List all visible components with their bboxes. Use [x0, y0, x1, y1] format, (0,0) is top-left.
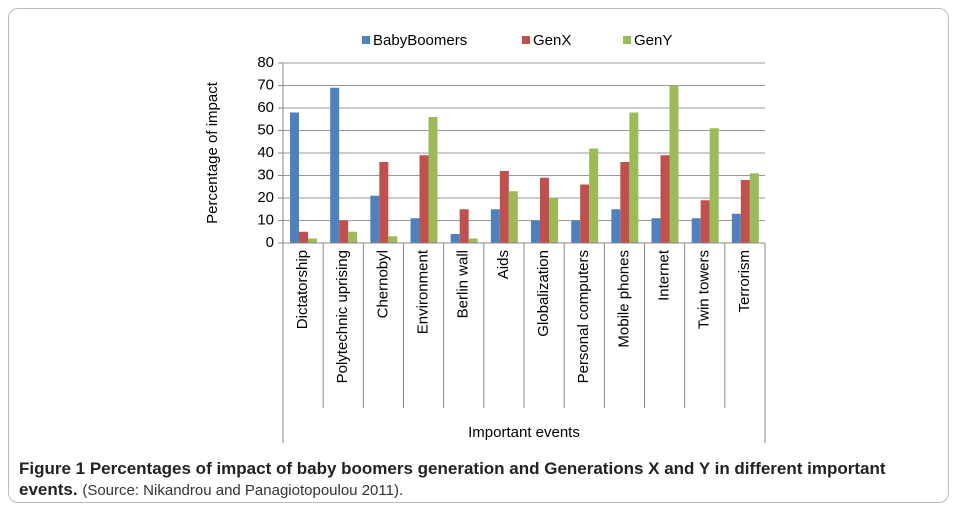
bar: [629, 112, 639, 243]
x-tick-label: Personal computers: [575, 250, 592, 383]
legend-label: GenY: [634, 32, 672, 49]
bar: [580, 184, 590, 243]
y-tick-label: 80: [257, 54, 274, 71]
bar: [308, 238, 317, 243]
bar: [709, 128, 719, 243]
caption-title: Figure 1 Percentages of impact of baby b…: [19, 459, 886, 499]
legend-swatch: [623, 36, 631, 44]
bar: [589, 148, 599, 243]
bar: [459, 209, 469, 243]
x-tick-label: Chernobyl: [374, 250, 391, 318]
bar: [691, 218, 701, 243]
bar: [419, 155, 429, 243]
bar: [339, 220, 349, 243]
bar: [740, 180, 750, 243]
bar: [348, 231, 358, 243]
bar: [549, 198, 558, 243]
bar: [450, 234, 460, 243]
x-tick-label: Berlin wall: [455, 250, 472, 318]
bar: [499, 171, 509, 243]
x-axis-label: Important events: [468, 424, 580, 441]
bar: [651, 218, 661, 243]
bar: [508, 191, 518, 243]
x-tick-label: Internet: [656, 249, 673, 301]
bar: [660, 155, 670, 243]
legend-label: GenX: [533, 32, 571, 49]
x-tick-label: Mobile phones: [615, 250, 632, 348]
bar: [749, 173, 759, 243]
bar: [370, 195, 380, 243]
y-tick-label: 60: [257, 99, 274, 116]
bar: [490, 209, 500, 243]
legend-label: BabyBoomers: [373, 32, 467, 49]
y-axis-label: Percentage of impact: [204, 81, 221, 224]
bar: [330, 87, 340, 243]
bar: [379, 162, 389, 243]
caption: Figure 1 Percentages of impact of baby b…: [19, 458, 944, 501]
x-tick-label: Aids: [495, 250, 512, 279]
bar: [540, 177, 549, 243]
bar: [388, 236, 398, 243]
bar: [611, 209, 621, 243]
legend-swatch: [522, 36, 530, 44]
bar: [468, 238, 478, 243]
x-tick-label: Environment: [415, 249, 432, 334]
bar: [620, 162, 630, 243]
x-tick-label: Dictatorship: [294, 250, 311, 329]
x-tick-label: Terrorism: [736, 250, 753, 313]
bar: [571, 220, 581, 243]
y-tick-label: 0: [266, 234, 274, 251]
x-tick-label: Twin towers: [696, 250, 713, 329]
x-tick-label: Globalization: [535, 250, 552, 337]
y-tick-label: 70: [257, 76, 274, 93]
y-tick-label: 50: [257, 121, 274, 138]
y-tick-label: 40: [257, 144, 274, 161]
y-tick-label: 10: [257, 211, 274, 228]
chart: Percentage of impact Important events 0 1…: [204, 32, 766, 443]
y-tick-label: 20: [257, 189, 274, 206]
legend-swatch: [362, 36, 370, 44]
bar: [290, 112, 299, 243]
y-tick-label: 30: [257, 166, 274, 183]
x-tick-label: Polytechnic uprising: [334, 250, 351, 383]
bar: [669, 85, 679, 243]
bar: [299, 231, 308, 243]
figure-frame: [8, 8, 949, 503]
bar: [700, 200, 710, 243]
caption-source: (Source: Nikandrou and Panagiotopoulou 2…: [82, 482, 404, 499]
bar: [428, 117, 438, 243]
bar: [410, 218, 420, 243]
bar: [731, 213, 741, 243]
bar: [531, 220, 540, 243]
